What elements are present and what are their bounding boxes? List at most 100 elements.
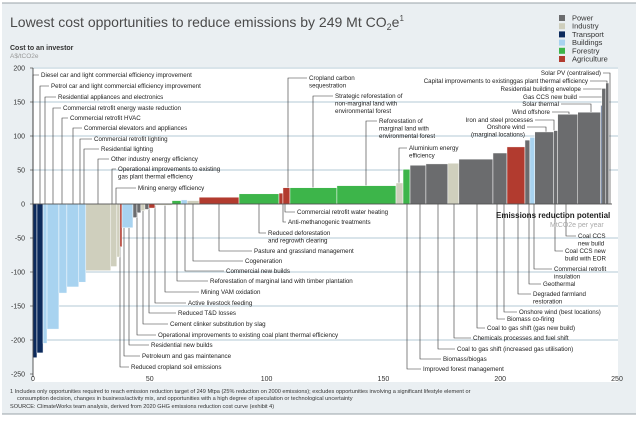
bar-agriculture: [198, 196, 240, 205]
x-tick-label: 250: [611, 376, 623, 383]
bar-label: restoration: [533, 299, 563, 306]
bar-label: Solar PV (centralised): [541, 70, 601, 77]
bar-label: Operational improvements to existing coa…: [158, 332, 339, 339]
legend-label: Industry: [572, 22, 599, 31]
bar-industry: [110, 203, 118, 267]
leader-line: [164, 204, 199, 293]
leader-line: [533, 204, 552, 270]
y-tick-label: 100: [13, 134, 25, 141]
bar-label: Degraded farmland: [533, 291, 587, 298]
leader-line: [453, 204, 471, 339]
leader-line: [258, 204, 266, 234]
bar-label: sequestration: [309, 83, 347, 90]
bar-label: environmental forest: [379, 133, 435, 140]
legend-swatch-forestry: [559, 47, 565, 54]
bar-power: [534, 131, 554, 205]
bar-buildings: [529, 137, 536, 205]
legend-label: Buildings: [572, 38, 603, 47]
legend-label: Transport: [572, 30, 605, 39]
bar-label: Geothermal: [543, 281, 575, 288]
legend-swatch-power: [559, 15, 565, 21]
y-tick-label: 200: [13, 66, 25, 73]
leader-line: [83, 148, 99, 204]
bar-label: Reduced cropland soil emissions: [131, 364, 221, 371]
leader-line: [44, 96, 56, 204]
bar-label: and regrowth clearing: [268, 238, 328, 245]
leader-line: [119, 204, 129, 368]
bar-label: Commercial retrofit HVAC: [70, 115, 141, 122]
leader-line: [39, 85, 49, 204]
bar-label: Commercial retrofit: [554, 266, 607, 273]
x-axis-unit: MtCO2e per year: [550, 222, 604, 229]
leader-line: [312, 95, 333, 204]
footnote: 1 Includes only opportunities required t…: [10, 389, 471, 395]
bar-industry: [116, 203, 121, 258]
bar-label: Residential building envelope: [501, 86, 582, 93]
gridlines: [33, 67, 618, 341]
leader-line: [142, 204, 168, 325]
bar-label: Capital improvements to existinggas plan…: [424, 78, 589, 85]
bar-label: Onshore wind: [487, 124, 526, 131]
y-axis-title: Cost to an investor: [10, 45, 74, 52]
y-tick-label: 150: [13, 100, 25, 107]
bar-label: new build: [578, 241, 605, 248]
leader-line: [517, 204, 531, 295]
bar-industry: [140, 203, 146, 212]
leader-line: [565, 204, 576, 237]
bar-label: Commercial retrofit water heating: [297, 209, 389, 216]
bar-label: Other industry energy efficiency: [111, 156, 199, 163]
bar-label: Improved forest management: [423, 366, 504, 373]
bar-label: Coal to gas shift (increased gas utilisa…: [457, 346, 573, 353]
bar-label: Iron and steel processes: [466, 117, 533, 124]
bar-forestry: [336, 185, 397, 205]
leader-line: [603, 72, 611, 204]
bar-label: Aluminium energy: [409, 145, 459, 152]
bar-buildings: [42, 203, 48, 344]
bar-label: Active livestock feeding: [188, 300, 253, 307]
bar-label: Operational improvements to existing: [118, 166, 221, 173]
bar-agriculture: [278, 192, 284, 205]
bar-label: Commercial retrofit lighting: [94, 136, 168, 143]
bar-power: [553, 130, 558, 205]
leader-line: [154, 204, 186, 304]
bar-label: insulation: [554, 274, 581, 281]
bar-label: Reforestation of: [379, 118, 423, 125]
leader-line: [284, 204, 295, 213]
legend-swatch-transport: [559, 31, 565, 38]
bar-label: gas plant thermal efficiency: [118, 174, 194, 181]
bar-transport: [36, 203, 44, 354]
bar-label: Onshore wind (best locations): [519, 309, 601, 316]
bar-power: [605, 82, 610, 205]
leader-line: [128, 204, 149, 346]
legend-label: Power: [572, 14, 594, 23]
bar-label: Cropland carbon: [309, 75, 355, 82]
leader-line: [111, 168, 116, 204]
leader-line: [184, 204, 224, 272]
bar-forestry: [289, 187, 338, 205]
leader-line: [72, 127, 82, 204]
leader-line: [136, 204, 156, 336]
bar-label: Petrol car and light commercial efficien…: [51, 83, 201, 90]
x-axis-title: Emissions reduction potential: [496, 211, 610, 220]
leader-line: [365, 120, 377, 204]
bar-agriculture: [119, 203, 123, 248]
bar-industry: [395, 182, 404, 205]
bar-label: Commercial elevators and appliances: [84, 125, 187, 132]
x-axis-ticks: 0 50 100 150 200 250: [31, 376, 623, 383]
leader-line: [79, 138, 92, 204]
bar-label: Coal CCS new: [565, 248, 606, 255]
leader-line: [192, 204, 243, 262]
bar-label: Cement clinker substitution by slag: [170, 321, 266, 328]
leader-line: [97, 158, 109, 204]
bar-label: marginal land with: [379, 126, 429, 133]
bar-power: [425, 163, 449, 205]
bar-label: Pasture and grassland management: [254, 248, 354, 255]
bar-label: Solar thermal: [522, 101, 559, 108]
bar-label: (marginal locations): [471, 132, 525, 139]
y-axis-unit: A$/tCO2e: [10, 53, 39, 60]
x-tick-label: 200: [494, 376, 506, 383]
leader-line: [496, 204, 505, 320]
x-tick-label: 100: [261, 376, 273, 383]
bar-buildings: [180, 199, 188, 205]
